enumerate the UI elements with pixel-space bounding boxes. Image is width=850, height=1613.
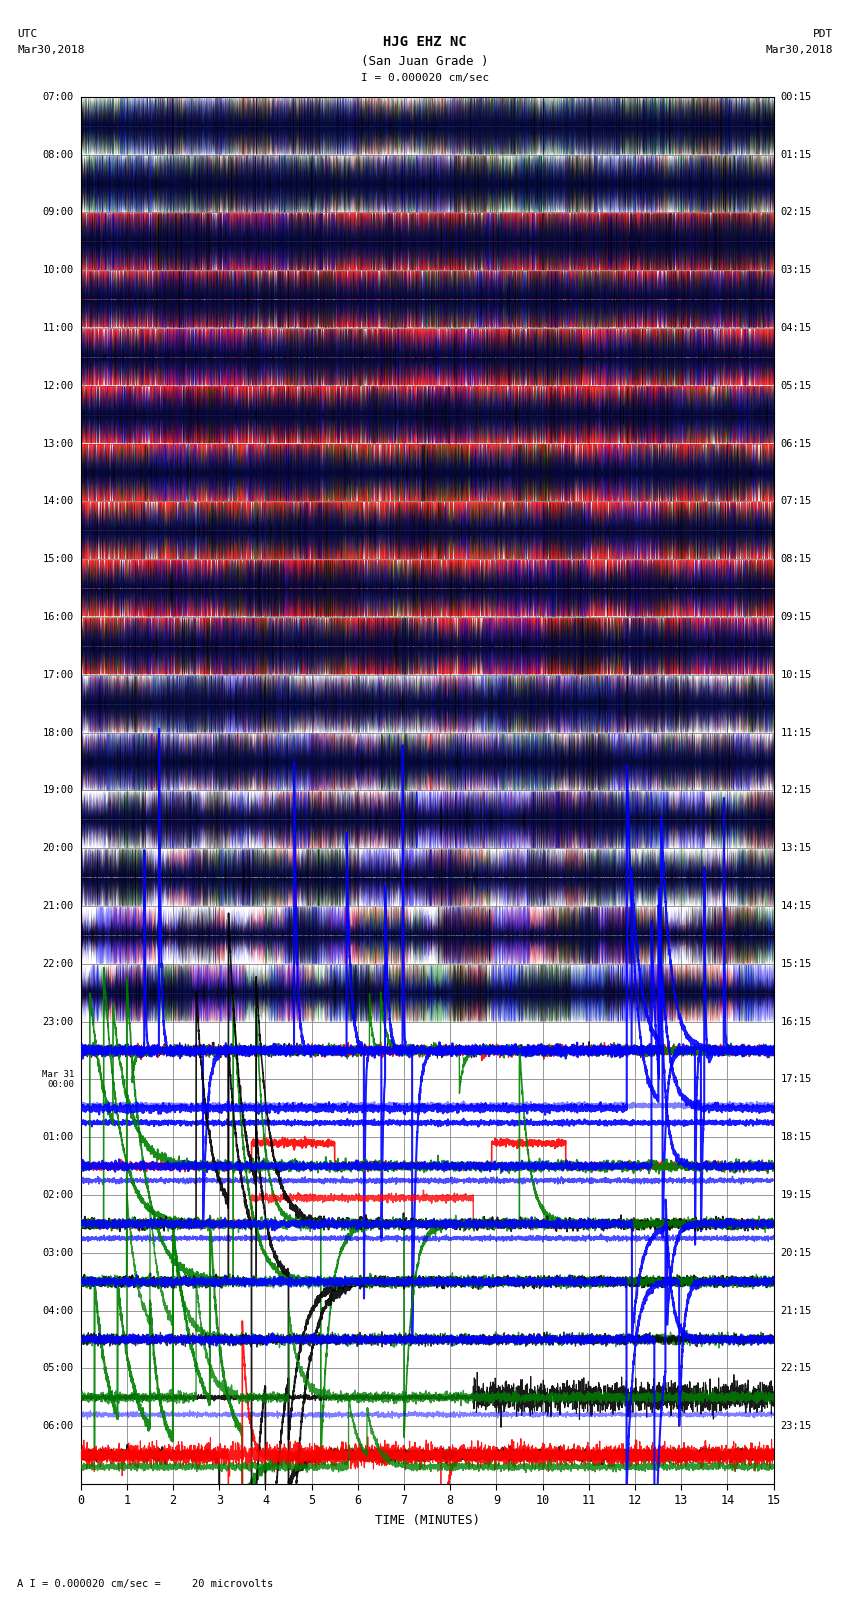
Text: 16:15: 16:15	[780, 1016, 812, 1026]
Text: 10:00: 10:00	[42, 265, 74, 276]
Text: 07:15: 07:15	[780, 497, 812, 506]
Text: 19:15: 19:15	[780, 1190, 812, 1200]
Text: 08:15: 08:15	[780, 555, 812, 565]
Text: 11:15: 11:15	[780, 727, 812, 737]
Text: 23:00: 23:00	[42, 1016, 74, 1026]
Text: 03:15: 03:15	[780, 265, 812, 276]
Text: 12:15: 12:15	[780, 786, 812, 795]
Text: 10:15: 10:15	[780, 669, 812, 679]
Text: 21:00: 21:00	[42, 902, 74, 911]
Text: 23:15: 23:15	[780, 1421, 812, 1431]
Text: A I = 0.000020 cm/sec =     20 microvolts: A I = 0.000020 cm/sec = 20 microvolts	[17, 1579, 273, 1589]
Text: 17:15: 17:15	[780, 1074, 812, 1084]
Text: 04:15: 04:15	[780, 323, 812, 332]
Text: 11:00: 11:00	[42, 323, 74, 332]
Text: Mar30,2018: Mar30,2018	[17, 45, 84, 55]
Text: 15:00: 15:00	[42, 555, 74, 565]
Text: 13:15: 13:15	[780, 844, 812, 853]
Text: 02:15: 02:15	[780, 208, 812, 218]
Text: 19:00: 19:00	[42, 786, 74, 795]
Text: I = 0.000020 cm/sec: I = 0.000020 cm/sec	[361, 73, 489, 82]
Text: 13:00: 13:00	[42, 439, 74, 448]
Text: 17:00: 17:00	[42, 669, 74, 679]
Text: 00:15: 00:15	[780, 92, 812, 102]
Text: Mar 31
00:00: Mar 31 00:00	[42, 1069, 74, 1089]
Text: UTC: UTC	[17, 29, 37, 39]
Text: 09:15: 09:15	[780, 611, 812, 623]
Text: 18:00: 18:00	[42, 727, 74, 737]
Text: 04:00: 04:00	[42, 1305, 74, 1316]
Text: 12:00: 12:00	[42, 381, 74, 390]
Text: 20:00: 20:00	[42, 844, 74, 853]
Text: 14:00: 14:00	[42, 497, 74, 506]
Text: 07:00: 07:00	[42, 92, 74, 102]
Text: 01:15: 01:15	[780, 150, 812, 160]
X-axis label: TIME (MINUTES): TIME (MINUTES)	[375, 1515, 479, 1528]
Text: 22:15: 22:15	[780, 1363, 812, 1373]
Text: 06:00: 06:00	[42, 1421, 74, 1431]
Text: HJG EHZ NC: HJG EHZ NC	[383, 35, 467, 50]
Text: 05:15: 05:15	[780, 381, 812, 390]
Text: 01:00: 01:00	[42, 1132, 74, 1142]
Text: 06:15: 06:15	[780, 439, 812, 448]
Text: 21:15: 21:15	[780, 1305, 812, 1316]
Text: 20:15: 20:15	[780, 1248, 812, 1258]
Text: (San Juan Grade ): (San Juan Grade )	[361, 55, 489, 68]
Text: 08:00: 08:00	[42, 150, 74, 160]
Text: 05:00: 05:00	[42, 1363, 74, 1373]
Text: 03:00: 03:00	[42, 1248, 74, 1258]
Text: 22:00: 22:00	[42, 958, 74, 969]
Text: PDT: PDT	[813, 29, 833, 39]
Text: 15:15: 15:15	[780, 958, 812, 969]
Text: 02:00: 02:00	[42, 1190, 74, 1200]
Text: 09:00: 09:00	[42, 208, 74, 218]
Text: Mar30,2018: Mar30,2018	[766, 45, 833, 55]
Text: 14:15: 14:15	[780, 902, 812, 911]
Text: 18:15: 18:15	[780, 1132, 812, 1142]
Text: 16:00: 16:00	[42, 611, 74, 623]
